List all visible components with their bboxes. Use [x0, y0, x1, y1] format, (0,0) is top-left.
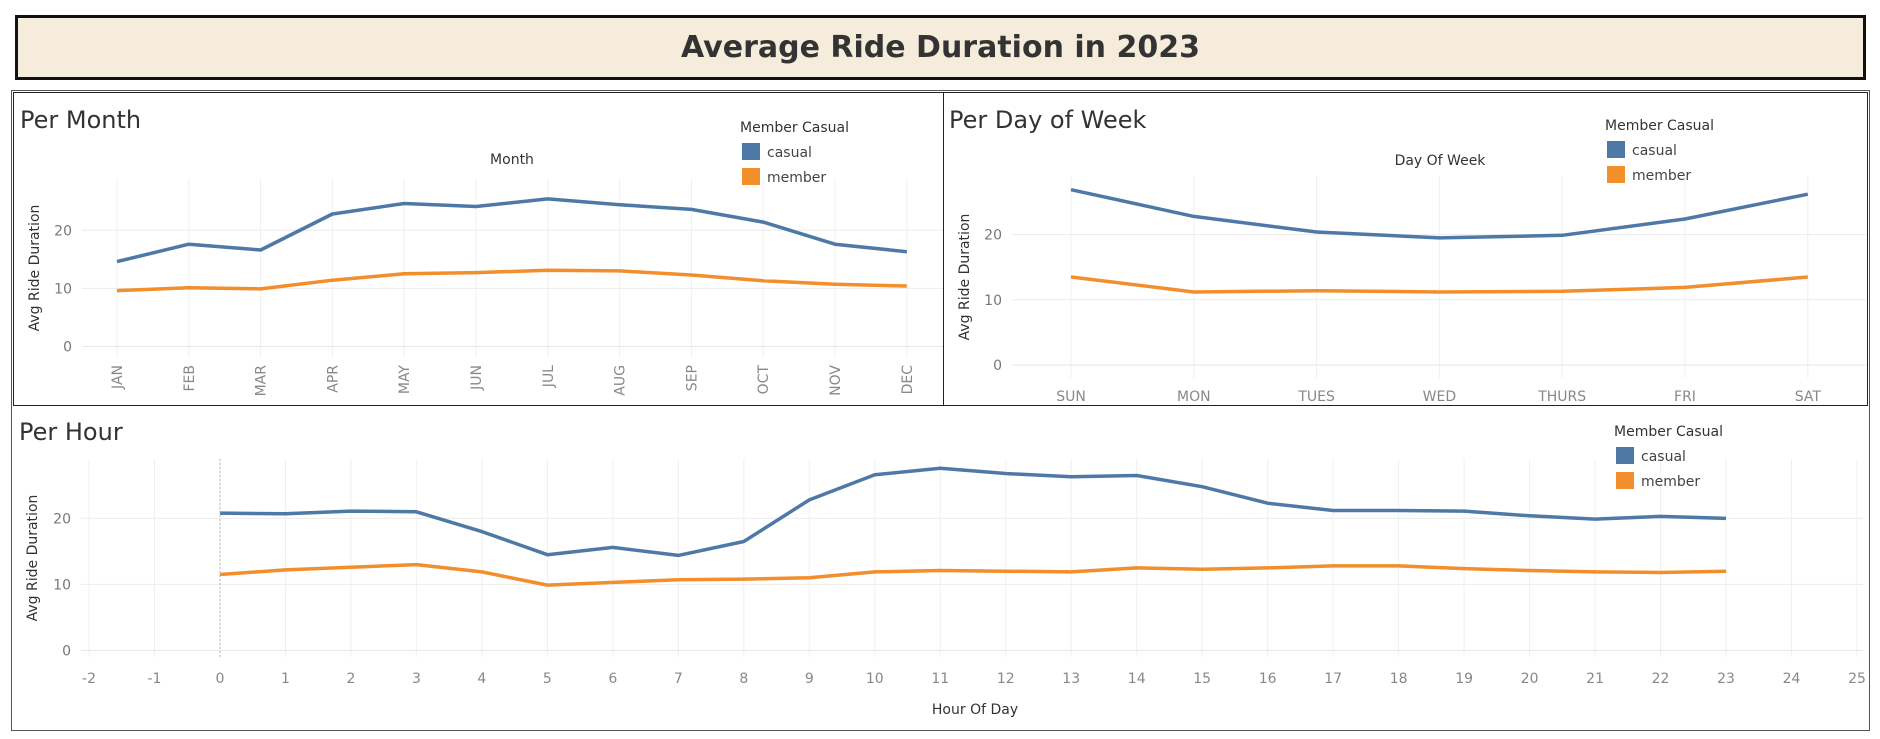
legend-swatch-member [1616, 472, 1634, 489]
panel-per-day-of-week: Per Day of Week 0 10 20 Avg Ride Duration Day… [943, 92, 1868, 406]
x-tick-label: 2 [346, 671, 355, 687]
x-tick-label: 13 [1062, 671, 1080, 687]
dashboard-title-bar: Average Ride Duration in 2023 [15, 15, 1866, 80]
x-tick-label: 15 [1193, 671, 1211, 687]
x-tick-label: FEB [182, 365, 198, 392]
x-tick-label: AUG [613, 365, 629, 396]
legend-swatch-member [742, 168, 760, 185]
x-tick-label: 23 [1717, 671, 1735, 687]
y-tick-label: 20 [53, 511, 71, 527]
y-tick-label: 0 [993, 358, 1002, 374]
y-tick-label: 20 [984, 228, 1002, 244]
legend-label-member: member [767, 170, 826, 186]
per-day-of-week-chart: Per Day of Week 0 10 20 Avg Ride Duration Day… [949, 106, 1866, 405]
x-tick-label: 4 [477, 671, 486, 687]
x-tick-label: DEC [900, 365, 916, 395]
x-tick-label: SAT [1795, 389, 1822, 405]
x-tick-label: 24 [1783, 671, 1801, 687]
x-tick-label: 10 [866, 671, 884, 687]
dashboard-frame [11, 90, 1870, 731]
x-tick-label: JAN [110, 365, 126, 390]
x-tick-label: JUL [541, 365, 557, 388]
x-tick-label: NOV [828, 365, 844, 396]
x-tick-label: JUN [469, 365, 485, 391]
x-tick-label: 16 [1259, 671, 1277, 687]
y-tick-label: 10 [984, 293, 1002, 309]
dow-y-axis-label: Avg Ride Duration [957, 214, 973, 341]
y-tick-label: 10 [54, 281, 72, 297]
hour-x-axis-title: Hour Of Day [932, 702, 1018, 718]
x-tick-label: 20 [1521, 671, 1539, 687]
x-tick-label: MON [1177, 389, 1211, 405]
x-tick-label: 6 [608, 671, 617, 687]
legend-label-member: member [1632, 168, 1691, 184]
series-line-casual [1070, 187, 1809, 240]
y-tick-label: 0 [62, 643, 71, 659]
y-tick-label: 20 [54, 223, 72, 239]
legend-title: Member Casual [1614, 424, 1723, 440]
x-tick-label: 18 [1390, 671, 1408, 687]
x-tick-label: FRI [1674, 389, 1696, 405]
series-line-member [219, 562, 1727, 587]
legend-label-casual: casual [1632, 143, 1677, 159]
month-x-axis-title: Month [490, 152, 534, 168]
legend-title: Member Casual [740, 120, 849, 136]
x-tick-label: 19 [1455, 671, 1473, 687]
dow-x-axis-title: Day Of Week [1395, 153, 1487, 169]
x-tick-label: TUES [1297, 389, 1335, 405]
y-tick-label: 0 [63, 339, 72, 355]
per-month-chart: Per Month 0 10 20 Avg Ride Duration Month JAN F… [20, 106, 944, 397]
panel-per-month: Per Month 0 10 20 Avg Ride Duration Month JAN F… [13, 92, 944, 406]
x-tick-label: THURS [1537, 389, 1586, 405]
x-tick-label: MAY [397, 365, 413, 395]
x-tick-label: 14 [1128, 671, 1146, 687]
dashboard-title: Average Ride Duration in 2023 [681, 30, 1200, 65]
series-line-casual [219, 466, 1727, 558]
x-tick-label: 9 [805, 671, 814, 687]
legend-label-casual: casual [767, 145, 812, 161]
x-tick-label: 12 [997, 671, 1015, 687]
legend-swatch-casual [1607, 141, 1625, 158]
x-tick-label: 8 [739, 671, 748, 687]
x-tick-label: 21 [1586, 671, 1604, 687]
x-tick-label: SEP [684, 365, 700, 391]
series-line-member [1070, 275, 1808, 294]
month-y-axis-label: Avg Ride Duration [27, 205, 43, 332]
x-tick-label: APR [325, 365, 341, 393]
panel-per-hour: Per Hour 0 10 20 Avg Ride Duration Hour Of Da… [13, 407, 1868, 729]
x-tick-label: MAR [254, 365, 270, 397]
x-tick-label: 7 [674, 671, 683, 687]
hour-panel-title: Per Hour [19, 418, 123, 446]
x-tick-label: 17 [1324, 671, 1342, 687]
legend-swatch-casual [1616, 447, 1634, 464]
hour-y-axis-label: Avg Ride Duration [25, 495, 41, 622]
legend-swatch-member [1607, 166, 1625, 183]
x-tick-label: WED [1423, 389, 1456, 405]
y-tick-label: 10 [53, 577, 71, 593]
dow-panel-title: Per Day of Week [949, 106, 1147, 134]
x-tick-label: 11 [931, 671, 949, 687]
x-tick-label: 5 [543, 671, 552, 687]
x-tick-label: OCT [756, 365, 772, 395]
month-panel-title: Per Month [20, 106, 141, 134]
x-tick-label: 25 [1848, 671, 1866, 687]
x-tick-label: -2 [82, 671, 96, 687]
series-line-member [116, 268, 907, 293]
x-tick-label: 22 [1652, 671, 1670, 687]
x-tick-label: 1 [281, 671, 290, 687]
legend-title: Member Casual [1605, 118, 1714, 134]
x-tick-label: SUN [1056, 389, 1086, 405]
x-tick-label: 3 [412, 671, 421, 687]
legend-label-casual: casual [1641, 449, 1686, 465]
x-tick-label: -1 [147, 671, 161, 687]
legend-swatch-casual [742, 143, 760, 160]
x-tick-label: 0 [216, 671, 225, 687]
legend-label-member: member [1641, 474, 1700, 490]
series-line-casual [116, 197, 907, 264]
